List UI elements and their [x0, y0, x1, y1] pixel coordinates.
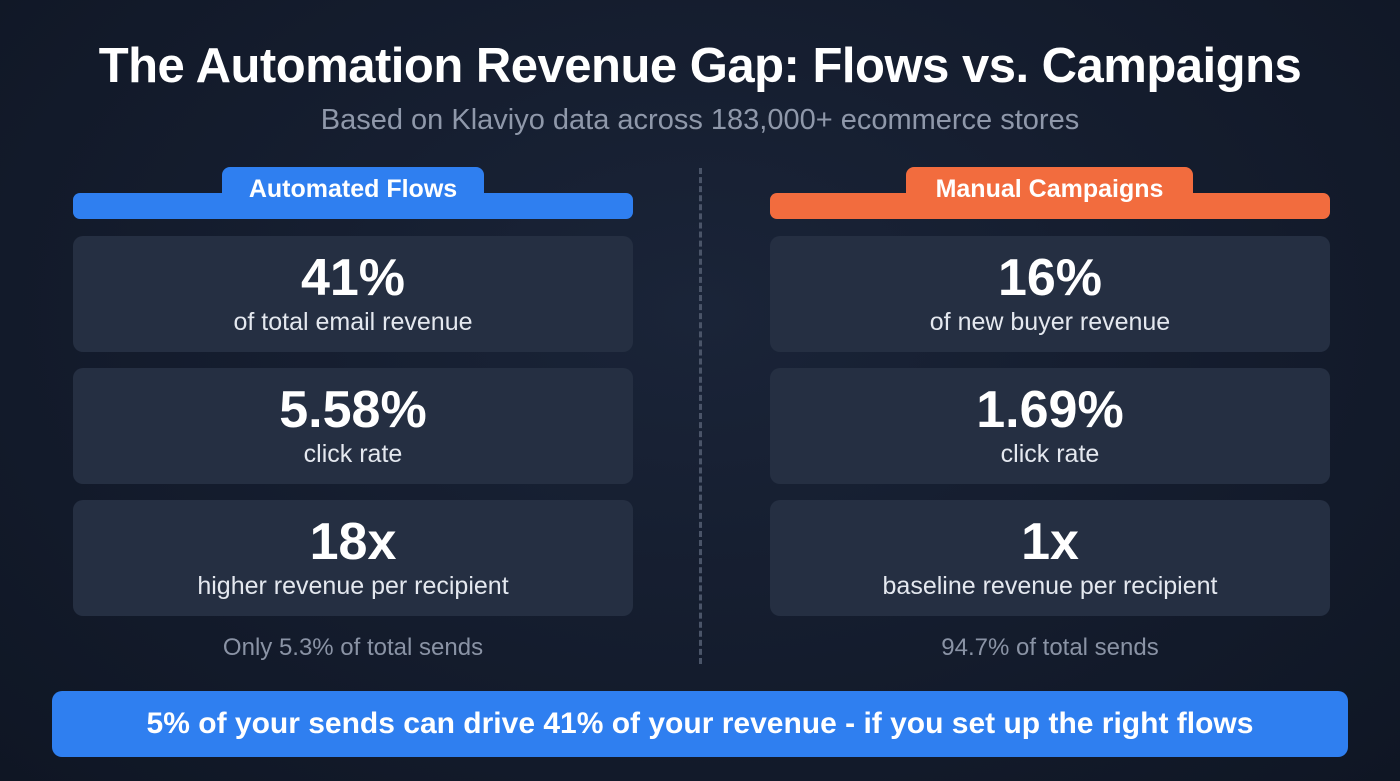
stat-value: 16% — [997, 249, 1103, 307]
campaigns-stat-card-click-rate: 1.69% click rate — [770, 368, 1330, 484]
campaigns-column: Manual Campaigns 16% of new buyer revenu… — [770, 167, 1330, 662]
page-title: The Automation Revenue Gap: Flows vs. Ca… — [98, 39, 1302, 93]
flows-header: Automated Flows — [73, 167, 633, 219]
takeaway-banner: 5% of your sends can drive 41% of your r… — [52, 691, 1348, 757]
flows-stat-card-rpr: 18x higher revenue per recipient — [73, 500, 633, 616]
stat-label: baseline revenue per recipient — [882, 572, 1218, 600]
campaigns-header: Manual Campaigns — [770, 167, 1330, 219]
flows-footnote: Only 5.3% of total sends — [222, 634, 484, 661]
stat-value: 41% — [300, 249, 406, 307]
stat-label: click rate — [303, 440, 403, 468]
stat-label: of total email revenue — [233, 308, 473, 336]
column-divider — [699, 168, 702, 664]
stat-label: of new buyer revenue — [929, 308, 1171, 336]
campaigns-footnote: 94.7% of total sends — [941, 634, 1159, 661]
page-subtitle: Based on Klaviyo data across 183,000+ ec… — [320, 104, 1080, 136]
stat-value: 18x — [309, 513, 397, 571]
flows-stat-card-click-rate: 5.58% click rate — [73, 368, 633, 484]
stat-label: higher revenue per recipient — [197, 572, 509, 600]
flows-stat-card-revenue: 41% of total email revenue — [73, 236, 633, 352]
stat-value: 1x — [1021, 513, 1079, 571]
stat-value: 5.58% — [279, 381, 427, 439]
campaigns-header-label: Manual Campaigns — [906, 167, 1193, 211]
campaigns-stat-card-rpr: 1x baseline revenue per recipient — [770, 500, 1330, 616]
campaigns-stat-card-revenue: 16% of new buyer revenue — [770, 236, 1330, 352]
flows-column: Automated Flows 41% of total email reven… — [73, 167, 633, 662]
stat-label: click rate — [1000, 440, 1100, 468]
stat-value: 1.69% — [976, 381, 1124, 439]
flows-header-label: Automated Flows — [222, 167, 484, 211]
